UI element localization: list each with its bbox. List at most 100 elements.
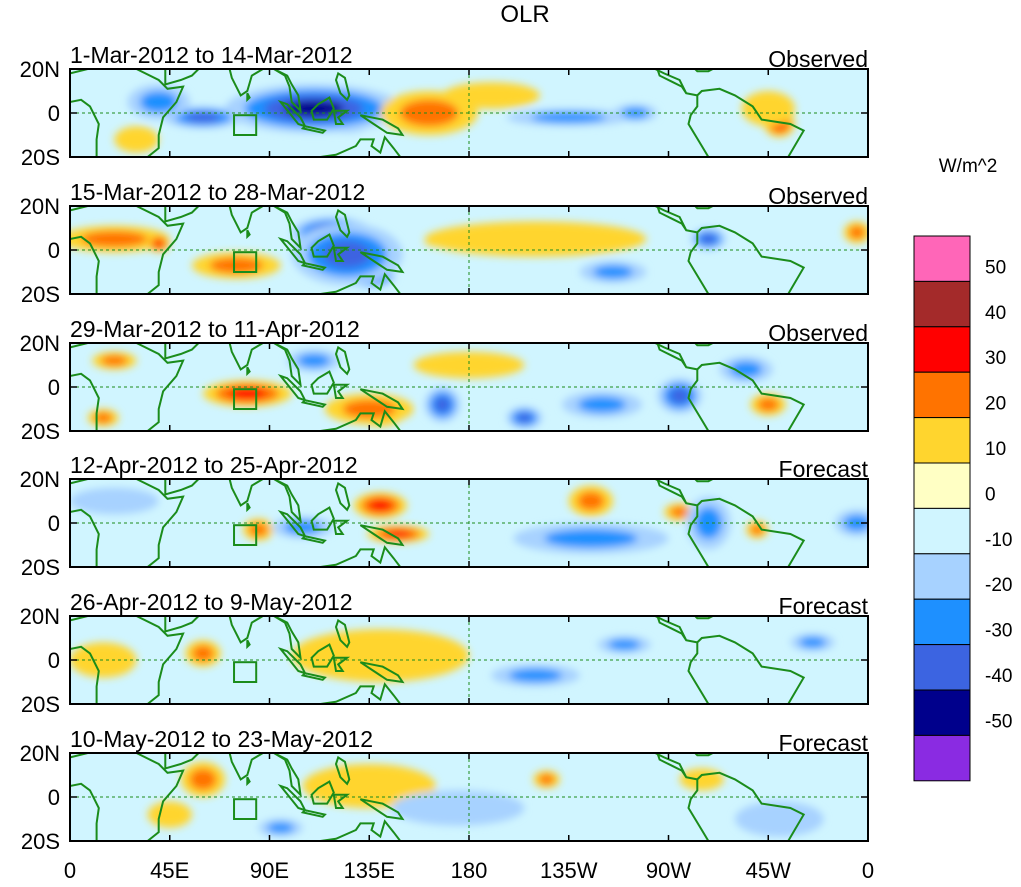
lat-label: 0 (48, 785, 60, 810)
coastline (300, 672, 327, 681)
anomaly-blob (608, 639, 641, 650)
coastline (164, 753, 201, 770)
coastline (334, 345, 351, 376)
colorbar-box (913, 371, 971, 419)
coastline (654, 69, 806, 157)
lat-label: 20N (20, 57, 60, 82)
region-box (233, 388, 258, 411)
anomaly-blob (735, 801, 824, 837)
region-box (233, 251, 258, 273)
anomaly-blob (424, 221, 647, 257)
anomaly-blob (291, 629, 469, 682)
panel-kind-label: Forecast (779, 593, 869, 619)
coastline (216, 69, 265, 97)
coastline (164, 206, 201, 223)
panel-date-label: 1-Mar-2012 to 14-Mar-2012 (70, 42, 353, 68)
colorbar-units: W/m^2 (939, 156, 998, 177)
lon-label: 90E (250, 858, 289, 883)
coastline (216, 616, 265, 644)
lon-label: 135E (344, 858, 395, 883)
coastline (70, 69, 185, 157)
region-box (233, 114, 258, 136)
colorbar-box (913, 326, 971, 373)
anomaly-blob (413, 351, 525, 379)
coastline (332, 246, 351, 262)
anomaly-blob (670, 388, 690, 404)
coastlines (70, 753, 806, 841)
panel-kind-label: Observed (768, 320, 868, 346)
coastline (273, 753, 302, 798)
coastline (359, 524, 405, 547)
coastline (693, 69, 714, 73)
colorbar-label: 30 (985, 348, 1006, 369)
coastline (310, 506, 335, 531)
region-box (233, 661, 258, 684)
panel-kind-label: Forecast (779, 730, 869, 756)
colorbar-box (913, 644, 971, 691)
colorbar-box (913, 462, 971, 509)
coastline (300, 125, 327, 134)
coastline (334, 755, 351, 786)
anomaly-blob (700, 234, 717, 244)
coastline (320, 135, 402, 157)
panel-date-label: 10-May-2012 to 23-May-2012 (70, 726, 373, 752)
anomaly-blob (70, 487, 159, 515)
panel-3: 20N 0 20S 29-Mar-2012 to 11-Apr-2012 Observe… (20, 316, 869, 444)
coastline (310, 643, 335, 668)
lat-label: 0 (48, 511, 60, 536)
lat-label: 20S (21, 692, 60, 717)
coastline (246, 366, 251, 377)
anomaly-blob (114, 126, 159, 153)
panel-4: 20N 0 20S 12-Apr-2012 to 25-Apr-2012 Forecas… (20, 452, 869, 580)
coastline (70, 206, 185, 294)
coastline (320, 819, 402, 841)
anomaly-blob (189, 768, 217, 790)
anomaly-blob (140, 91, 178, 113)
anomaly-blob (185, 112, 221, 123)
colorbar-label: 0 (985, 484, 996, 505)
lon-label: 45E (150, 858, 189, 883)
colorbar-label: 10 (985, 439, 1006, 460)
lat-label: 20N (20, 467, 60, 492)
coastline (320, 682, 402, 704)
anomaly-blob (399, 99, 459, 127)
coastlines (70, 343, 806, 431)
colorbar: W/m^2 50 40 30 20 10 0 -10 -20 -30 -40 -50 (913, 156, 1012, 782)
coastline (300, 809, 327, 818)
coastline (693, 206, 714, 210)
coastline (216, 753, 265, 781)
anomaly-blob (516, 413, 533, 423)
anomaly-blob (799, 637, 826, 648)
colorbar-label: -10 (985, 530, 1012, 551)
anomaly-blob (757, 398, 779, 412)
anomaly-blob (741, 91, 795, 127)
colorbar-label: -30 (985, 621, 1012, 642)
lat-label: 20S (21, 282, 60, 307)
coastline (310, 96, 335, 121)
panels: 20N 0 20S 1-Mar-2012 to 14-Mar-2012 Observed… (20, 42, 869, 854)
lat-label: 0 (48, 375, 60, 400)
coastline (693, 479, 714, 483)
coastline (654, 479, 806, 567)
anomaly-blob (670, 506, 689, 518)
anomaly-blob (192, 645, 214, 662)
colorbar-box (913, 280, 971, 328)
coastlines (70, 206, 806, 294)
anomaly-blob (434, 397, 450, 413)
panel-6: 20N 0 20S 10-May-2012 to 23-May-2012 Forecas… (20, 726, 869, 854)
colorbar-label: -50 (985, 711, 1012, 732)
anomaly-blob (508, 668, 563, 683)
coastline (310, 780, 335, 805)
coastline (300, 535, 327, 544)
coastline (359, 251, 405, 274)
coastline (70, 343, 185, 431)
coastline (693, 753, 714, 757)
coastline (332, 793, 351, 809)
coastline (310, 233, 335, 258)
lat-label: 20S (21, 145, 60, 170)
coastlines (70, 69, 806, 157)
anomaly-blob (593, 265, 634, 279)
colorbar-label: 40 (985, 303, 1006, 324)
lon-label: 45W (746, 858, 791, 883)
coastline (164, 343, 201, 360)
